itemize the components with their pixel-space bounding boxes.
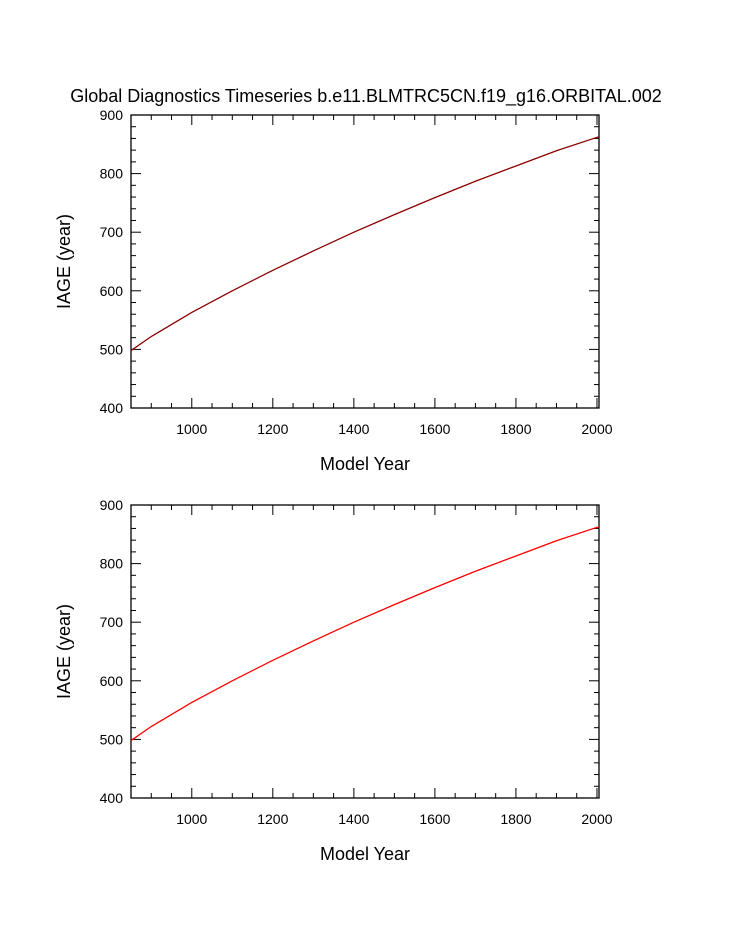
x-tick-label: 1000 bbox=[176, 421, 207, 437]
x-tick-label: 1800 bbox=[500, 811, 531, 827]
y-tick-label: 900 bbox=[100, 107, 124, 123]
x-tick-label: 1200 bbox=[257, 811, 288, 827]
x-tick-label: 1400 bbox=[338, 811, 369, 827]
chart-panel-2: 1000 1200 1400 1600 1800 2000 400 500 600 700 800 9… bbox=[54, 497, 613, 864]
y-tick-label: 800 bbox=[100, 166, 124, 182]
y-tick-label: 600 bbox=[100, 673, 124, 689]
plot-frame bbox=[130, 504, 600, 799]
x-axis-label: Model Year bbox=[320, 844, 410, 864]
x-tick-label: 2000 bbox=[581, 811, 612, 827]
x-tick-label: 1600 bbox=[419, 811, 450, 827]
chart-panel-1: 1000 1200 1400 1600 1800 2000 400 500 600 700 800 9… bbox=[54, 107, 613, 474]
y-tick-label: 700 bbox=[100, 224, 124, 240]
plot-frame bbox=[130, 114, 600, 409]
x-tick-label: 1000 bbox=[176, 811, 207, 827]
y-axis-label: IAGE (year) bbox=[54, 604, 74, 699]
y-tick-label: 500 bbox=[100, 731, 124, 747]
x-tick-label: 1400 bbox=[338, 421, 369, 437]
x-tick-label: 1200 bbox=[257, 421, 288, 437]
series-line-1 bbox=[130, 526, 600, 742]
figure-title: Global Diagnostics Timeseries b.e11.BLMT… bbox=[70, 86, 662, 107]
y-tick-label: 400 bbox=[100, 790, 124, 806]
series-line-1 bbox=[130, 136, 600, 352]
y-tick-label: 500 bbox=[100, 341, 124, 357]
y-tick-label: 800 bbox=[100, 556, 124, 572]
x-tick-label: 1600 bbox=[419, 421, 450, 437]
y-axis-label: IAGE (year) bbox=[54, 214, 74, 309]
y-tick-label: 600 bbox=[100, 283, 124, 299]
y-tick-label: 900 bbox=[100, 497, 124, 513]
y-tick-label: 400 bbox=[100, 400, 124, 416]
x-tick-label: 1800 bbox=[500, 421, 531, 437]
y-tick-label: 700 bbox=[100, 614, 124, 630]
x-axis-label: Model Year bbox=[320, 454, 410, 474]
x-tick-label: 2000 bbox=[581, 421, 612, 437]
plots: 1000 1200 1400 1600 1800 2000 400 500 600 700 800 9… bbox=[54, 107, 613, 864]
